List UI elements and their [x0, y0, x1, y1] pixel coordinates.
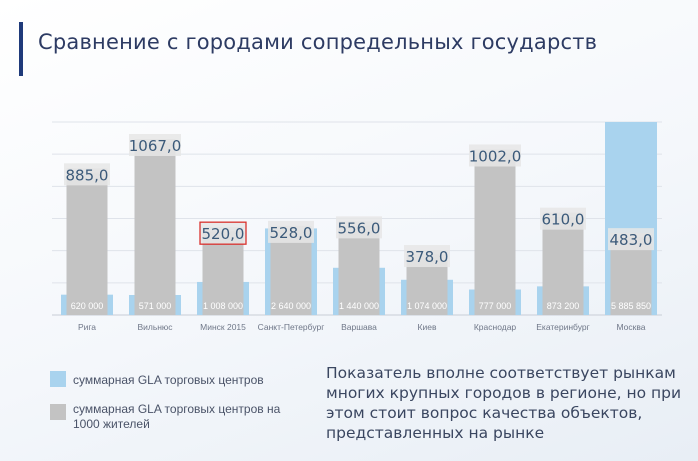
highlight-box: [199, 221, 247, 245]
bar-gla-per-1000: [338, 225, 380, 315]
value-label-box: [64, 163, 110, 186]
value-label-gla-per-1000: 378,0: [406, 248, 449, 266]
value-label-gla-per-1000: 1067,0: [129, 137, 182, 155]
category-label: Санкт-Петербург: [258, 322, 325, 332]
value-label-box: [404, 245, 450, 268]
bar-gla-per-1000: [202, 231, 244, 315]
value-label-gla: 873 200: [547, 301, 580, 311]
value-label-gla: 1 074 000: [407, 301, 447, 311]
value-label-box: [268, 220, 314, 243]
value-label-box: [540, 207, 586, 230]
value-label-box: [129, 134, 181, 156]
value-label-box: [608, 228, 654, 251]
value-label-gla: 2 640 000: [271, 301, 311, 311]
value-label-gla-per-1000: 520,0: [202, 225, 245, 243]
legend-label-gla-per-1000: суммарная GLA торговых центров на 1000 ж…: [73, 402, 281, 431]
category-label: Краснодар: [474, 322, 517, 332]
value-label-box: [469, 144, 521, 167]
category-label: Киев: [418, 322, 437, 332]
value-label-gla: 1 440 000: [339, 301, 379, 311]
bar-gla-per-1000: [542, 216, 584, 315]
value-label-gla-per-1000: 556,0: [338, 219, 381, 237]
legend-swatch-gla-per-1000: [50, 404, 66, 420]
title-accent-bar: [19, 22, 23, 76]
value-label-gla: 5 885 850: [611, 301, 651, 311]
category-label: Екатеринбург: [536, 322, 589, 332]
legend-swatch-gla: [50, 371, 66, 387]
data-labels: 885,0 620 000 1067,0 571 000 520,0 1 008 000 5…: [64, 134, 654, 311]
category-label: Рига: [78, 322, 96, 332]
category-label: Москва: [616, 322, 645, 332]
value-label-gla-per-1000: 483,0: [610, 231, 653, 249]
value-label-gla: 777 000: [479, 301, 512, 311]
value-label-gla-per-1000: 1002,0: [469, 147, 522, 165]
value-label-gla-per-1000: 610,0: [542, 211, 585, 229]
category-label: Минск 2015: [200, 322, 246, 332]
bar-gla-per-1000: [474, 153, 516, 315]
value-label-box: [336, 216, 382, 239]
note-text: Показатель вполне соответствует рынкам м…: [326, 364, 682, 442]
value-label-gla: 620 000: [71, 301, 104, 311]
value-label-gla: 1 008 000: [203, 301, 243, 311]
value-label-gla: 571 000: [139, 301, 172, 311]
bar-gla-per-1000: [134, 143, 176, 315]
value-label-gla-per-1000: 885,0: [66, 166, 109, 184]
bar-gla-per-1000: [270, 229, 312, 315]
value-label-gla-per-1000: 528,0: [270, 224, 313, 242]
bar-gla-per-1000: [66, 172, 108, 315]
page-title: Сравнение с городами сопредельных госуда…: [38, 30, 598, 54]
category-labels: Рига Вильнюс Минск 2015 Санкт-Петербург Варш…: [78, 322, 646, 332]
bars: [61, 122, 657, 315]
category-label: Варшава: [341, 322, 377, 332]
category-label: Вильнюс: [137, 322, 173, 332]
legend-label-gla: суммарная GLA торговых центров: [73, 373, 264, 387]
